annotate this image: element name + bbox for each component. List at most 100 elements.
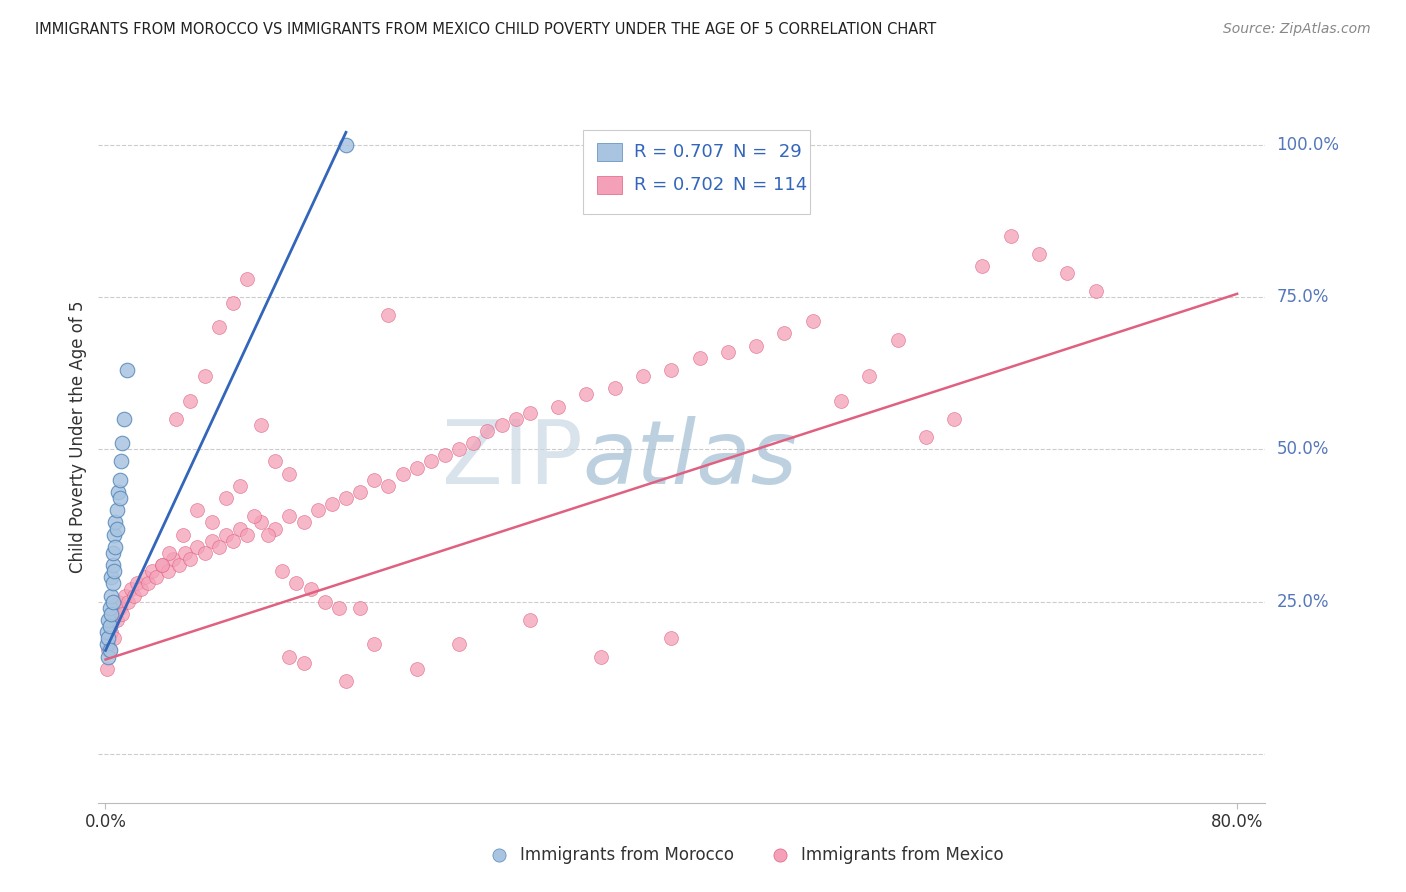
Point [100,625,122,640]
Point [943,412,966,426]
Point [129,582,152,597]
Point [547,400,569,414]
Point [391,467,413,481]
Text: 100.0%: 100.0% [1277,136,1340,153]
Point [157,546,180,560]
Point [162,552,184,566]
Point [589,649,612,664]
Point [335,673,357,688]
Point [111,436,134,450]
Point [363,637,385,651]
Point [167,558,190,573]
Text: 25.0%: 25.0% [1277,592,1329,611]
Point [110,454,132,468]
Point [172,527,194,541]
Point [108,491,131,505]
Point [103,564,125,578]
Point [107,594,129,608]
Point [278,467,301,481]
Point [433,448,456,462]
Text: N =  29: N = 29 [734,143,801,161]
Point [100,607,122,621]
Text: 75.0%: 75.0% [1277,288,1329,306]
Point [156,564,179,578]
Point [292,656,315,670]
Point [505,412,527,426]
Point [603,381,626,395]
Point [463,436,485,450]
Point [488,847,510,862]
Point [179,393,201,408]
Point [98,643,121,657]
Point [215,527,238,541]
Point [101,613,124,627]
Point [222,296,245,310]
Point [105,503,128,517]
Point [111,607,134,621]
Point [335,491,357,505]
Point [419,454,441,468]
Point [134,570,156,584]
Text: R = 0.702: R = 0.702 [634,176,724,194]
Point [250,516,273,530]
Point [335,137,357,152]
Point [307,503,329,517]
Point [271,564,294,578]
Point [101,558,124,573]
Point [150,558,173,573]
Point [104,516,127,530]
Text: IMMIGRANTS FROM MOROCCO VS IMMIGRANTS FROM MEXICO CHILD POVERTY UNDER THE AGE OF: IMMIGRANTS FROM MOROCCO VS IMMIGRANTS FR… [35,22,936,37]
Point [328,600,350,615]
Point [1028,247,1050,261]
Point [491,417,513,432]
Point [377,479,399,493]
Point [215,491,238,505]
Point [519,406,541,420]
Point [105,521,128,535]
Point [101,594,124,608]
Point [349,485,371,500]
Point [208,320,231,334]
Point [689,351,711,365]
Point [449,442,471,457]
Point [108,600,131,615]
Point [97,613,120,627]
Point [1000,229,1022,244]
Point [112,412,135,426]
Point [1056,266,1078,280]
Point [278,649,301,664]
Point [659,363,682,377]
Point [405,662,427,676]
Point [186,540,208,554]
Point [193,546,215,560]
Point [100,589,122,603]
Point [830,393,852,408]
Point [97,632,120,646]
Point [105,613,128,627]
Point [97,649,120,664]
Point [773,326,796,341]
Point [519,613,541,627]
Point [179,552,201,566]
FancyBboxPatch shape [582,130,810,214]
Point [363,473,385,487]
Point [136,576,159,591]
Y-axis label: Child Poverty Under the Age of 5: Child Poverty Under the Age of 5 [69,301,87,574]
Point [117,594,139,608]
FancyBboxPatch shape [596,143,623,161]
Point [321,497,343,511]
Point [631,369,654,384]
Point [104,540,127,554]
Text: 50.0%: 50.0% [1277,441,1329,458]
Point [125,576,148,591]
Point [193,369,215,384]
Point [659,632,682,646]
Text: Source: ZipAtlas.com: Source: ZipAtlas.com [1223,22,1371,37]
Point [264,454,287,468]
Point [101,576,124,591]
Point [229,479,252,493]
Point [243,509,266,524]
Text: ZIP: ZIP [441,416,582,502]
Point [292,516,315,530]
Point [250,417,273,432]
